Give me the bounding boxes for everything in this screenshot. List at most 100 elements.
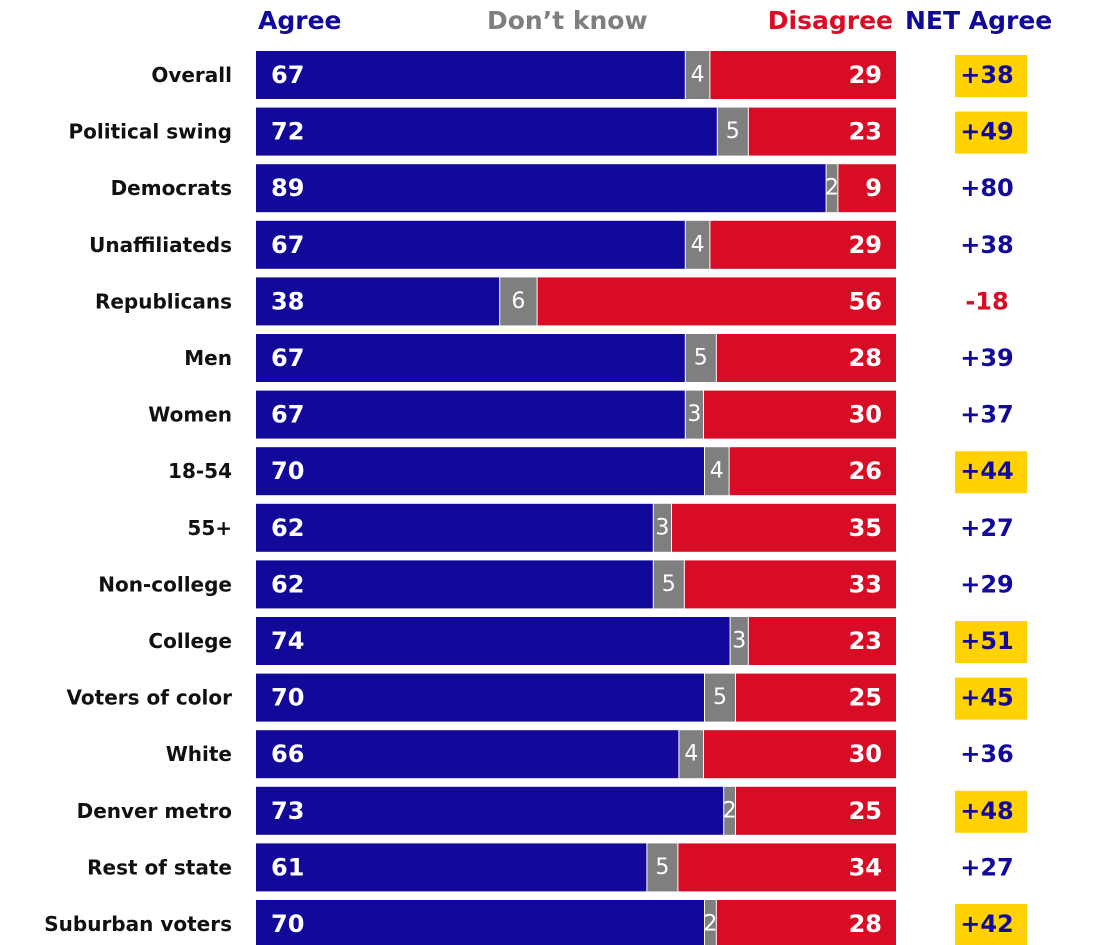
bar-disagree [537,277,896,326]
disagree-value-label: 23 [849,118,882,146]
dont-know-value-label: 5 [662,572,676,597]
bar-disagree [678,843,896,892]
bar-dont-know [705,900,716,945]
net-agree-value: +38 [960,231,1014,259]
bar-dont-know [685,220,710,269]
bar-dont-know [724,786,735,835]
bar-agree [256,560,653,609]
bar-dont-know [653,503,671,552]
net-agree-value: +29 [960,570,1014,598]
net-agree-value: +42 [960,910,1014,938]
net-agree-highlight [955,790,1027,833]
net-agree-highlight [955,621,1027,663]
bar-agree [256,390,685,439]
category-label: College [148,629,232,653]
header-agree: Agree [258,6,342,35]
net-agree-value: +44 [960,457,1014,485]
net-agree-value: +37 [960,401,1014,429]
disagree-value-label: 30 [849,401,882,429]
category-label: Political swing [69,120,233,144]
bar-agree [256,786,724,835]
category-label: Unaffiliateds [89,233,232,257]
net-agree-value: +49 [960,118,1014,146]
bar-dont-know [705,673,735,722]
bar-disagree [748,617,896,665]
header-net-agree: NET Agree [905,6,1053,35]
disagree-value-label: 56 [849,287,882,315]
bar-agree [256,617,730,665]
dont-know-value-label: 2 [703,912,717,937]
bar-agree [256,334,685,382]
bar-disagree [704,730,896,779]
agree-value-label: 72 [271,118,304,146]
bar-agree [256,164,826,213]
bar-disagree [710,220,896,269]
bar-dont-know [653,560,684,609]
disagree-value-label: 9 [865,174,882,202]
disagree-value-label: 23 [849,627,882,655]
bar-dont-know [705,447,729,496]
dont-know-value-label: 2 [723,798,737,823]
net-agree-value: +36 [960,740,1014,768]
bar-dont-know [685,334,716,382]
bar-agree [256,277,500,326]
category-label: Rest of state [87,855,232,879]
bar-disagree [748,107,896,156]
bar-disagree [710,51,896,99]
disagree-value-label: 29 [849,61,882,89]
disagree-value-label: 33 [849,570,882,598]
dont-know-value-label: 4 [691,232,705,257]
dont-know-value-label: 6 [511,289,525,314]
bar-disagree [736,673,896,722]
net-agree-highlight [955,451,1027,494]
category-label: Non-college [98,572,232,596]
dont-know-value-label: 2 [825,176,839,201]
category-label: Men [184,346,232,370]
disagree-value-label: 28 [849,910,882,938]
dont-know-value-label: 5 [655,855,669,880]
disagree-value-label: 26 [849,457,882,485]
net-agree-value: +48 [960,797,1014,825]
net-agree-highlight [955,904,1027,945]
header-dont-know: Don’t know [487,6,648,35]
disagree-value-label: 25 [849,797,882,825]
category-label: White [166,742,232,766]
agree-value-label: 89 [271,174,304,202]
agree-value-label: 70 [271,457,304,485]
category-label: Suburban voters [44,912,232,936]
bar-dont-know [647,843,678,892]
bar-dont-know [685,51,710,99]
bar-disagree [704,390,896,439]
net-agree-value: +39 [960,344,1014,372]
bar-agree [256,107,717,156]
net-agree-value: +27 [960,514,1014,542]
net-agree-value: +45 [960,684,1014,712]
dont-know-value-label: 5 [694,346,708,371]
net-agree-highlight [955,55,1027,97]
bar-agree [256,843,647,892]
bar-disagree [672,503,896,552]
dont-know-value-label: 3 [687,402,701,427]
net-agree-value: +51 [960,627,1014,655]
dont-know-value-label: 5 [713,685,727,710]
category-label: Overall [151,63,232,87]
disagree-value-label: 35 [849,514,882,542]
agree-value-label: 73 [271,797,304,825]
bar-disagree [736,786,896,835]
dont-know-value-label: 4 [691,63,705,88]
bar-disagree [729,447,896,496]
agree-value-label: 62 [271,570,304,598]
agree-value-label: 67 [271,61,304,89]
bar-disagree [716,900,896,945]
agree-value-label: 67 [271,401,304,429]
disagree-value-label: 30 [849,740,882,768]
bar-dont-know [685,390,703,439]
category-label: Voters of color [67,686,233,710]
bar-agree [256,503,653,552]
net-agree-value: +38 [960,61,1014,89]
bar-dont-know [679,730,703,779]
category-label: 55+ [187,516,232,540]
agree-value-label: 66 [271,740,304,768]
bar-disagree [716,334,896,382]
